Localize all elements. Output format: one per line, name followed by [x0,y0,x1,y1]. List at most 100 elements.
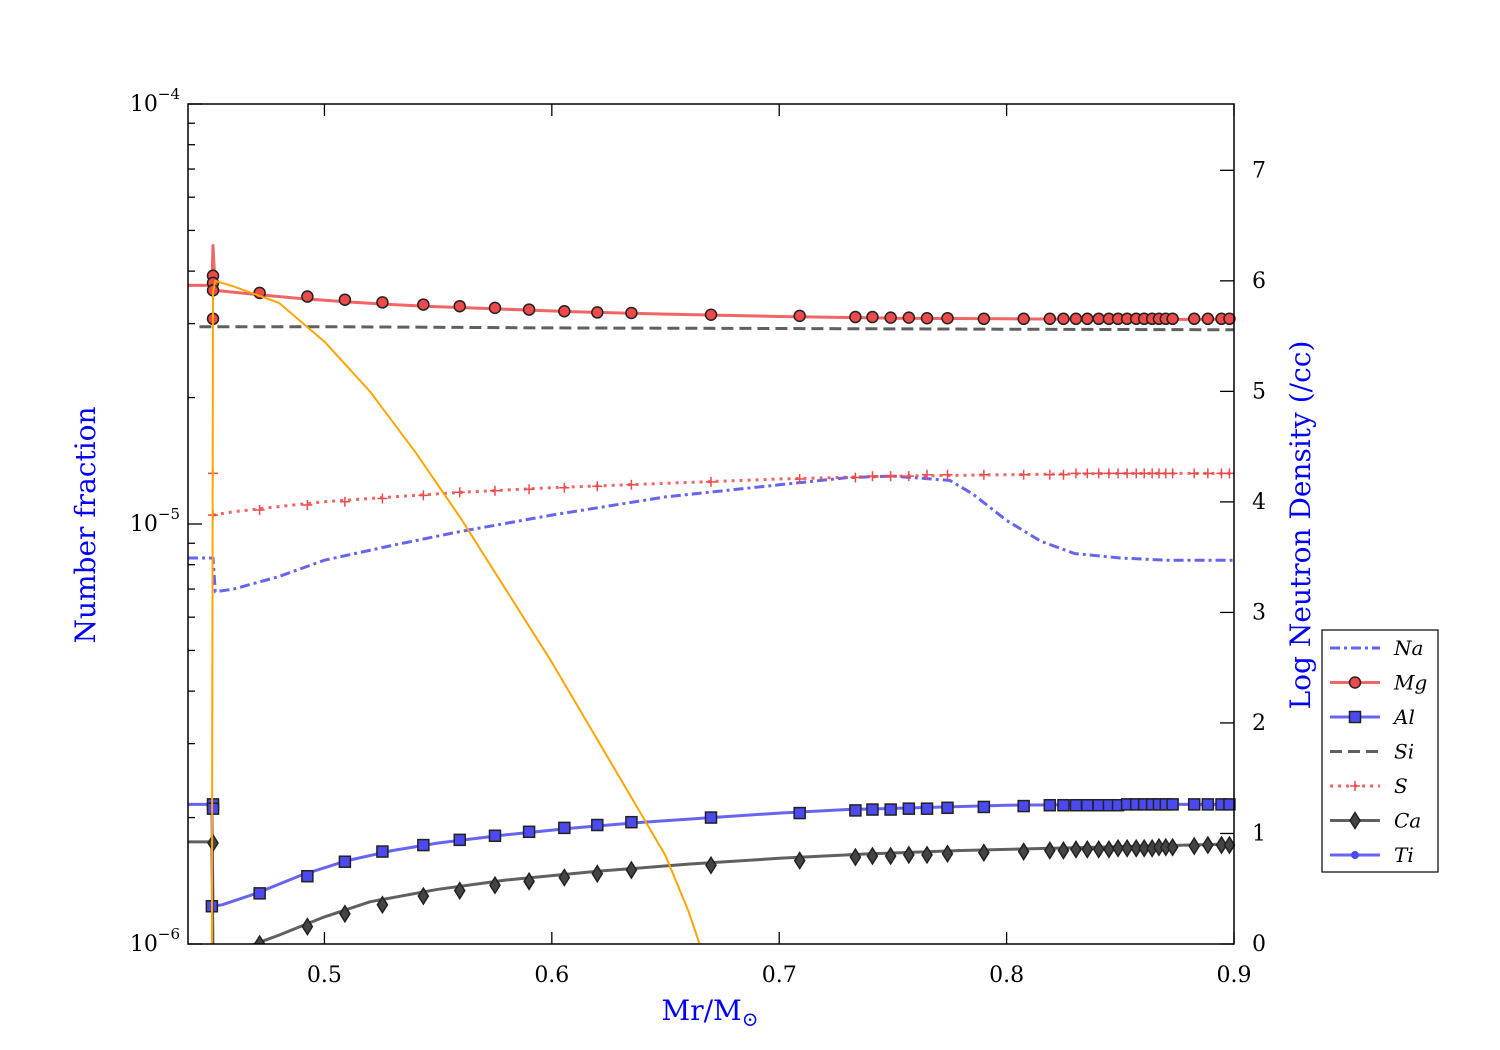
marker-mg [301,290,314,303]
marker-s [524,484,535,495]
marker-mg [1017,312,1030,326]
marker-ca [793,851,806,870]
marker-ca [1223,835,1236,855]
marker-mg [453,299,466,313]
marker-ca [1188,836,1201,856]
marker-s [377,493,388,504]
y2-tick-label: 7 [1252,158,1266,183]
marker-ca [1092,839,1105,859]
marker-mg [558,305,571,318]
marker-s [922,469,933,480]
marker-s [489,485,500,496]
marker-ca [1201,835,1214,855]
marker-al [704,811,718,824]
legend-label-na: Na [1393,636,1423,660]
marker-s [885,471,896,482]
marker-s [1189,468,1200,479]
marker-s [867,471,878,482]
y2-axis-title: Log Neutron Density (/cc) [1284,341,1317,710]
marker-ca [376,895,389,915]
marker-ca [1112,838,1124,858]
legend-item-mg: Mg [1330,671,1427,695]
marker-mg [1081,312,1094,326]
y2-tick-label: 5 [1252,379,1266,404]
marker-al [849,804,862,817]
marker-s [794,473,805,484]
marker-s [339,496,350,507]
marker-ca [625,860,638,880]
marker-ca [523,871,535,891]
legend-label-si: Si [1394,740,1414,764]
marker-ca [705,855,717,875]
series-line-ca [188,840,1235,944]
marker-mg [1057,312,1070,326]
marker-s [1167,468,1178,479]
marker-mg [1043,312,1057,326]
marker-mg [376,296,389,309]
legend-item-ti: Ti [1330,843,1414,867]
marker-al [866,803,879,816]
marker-al [793,806,806,820]
x-tick-label: 0.8 [989,963,1024,988]
marker-al [338,855,352,868]
marker-al [1092,798,1105,812]
legend-marker-ti [1351,851,1359,859]
marker-s [1093,468,1104,479]
legend-marker-al [1348,710,1362,724]
marker-ca [1057,841,1070,860]
marker-ca [558,868,571,887]
marker-mg [1187,312,1201,326]
x-tick-label: 0.7 [762,963,797,988]
marker-s [850,472,861,483]
marker-al [558,821,571,835]
x-tick-label: 0.5 [307,963,342,988]
marker-ca [489,875,501,895]
marker-s [1224,468,1235,479]
marker-mg [338,293,352,306]
marker-s [1113,468,1124,479]
marker-s [302,499,313,510]
legend-item-na: Na [1330,636,1423,660]
y2-tick-label: 1 [1252,821,1266,846]
marker-mg [866,310,879,324]
x-axis-title: Mr/M⊙ [662,994,759,1031]
marker-al [1043,798,1057,812]
marker-al [376,845,389,858]
marker-s [706,476,716,487]
marker-mg [1092,312,1105,326]
series-line-mg [188,244,1234,321]
series-line-na [188,474,1234,594]
marker-ca [1138,838,1151,858]
marker-al [1166,798,1179,811]
marker-al [1069,798,1083,812]
marker-s [1082,468,1093,479]
marker-ca [849,847,862,867]
marker-ca [339,904,351,924]
marker-mg [1223,312,1236,326]
marker-s [978,469,989,480]
marker-al [884,803,897,816]
marker-mg [941,311,954,325]
marker-ca [1103,839,1115,859]
marker-s [1122,468,1133,479]
marker-s [1044,469,1055,480]
marker-al [253,887,266,900]
marker-al [977,800,991,814]
marker-s [1018,469,1029,480]
marker-al [1223,798,1236,811]
marker-s [903,471,914,482]
marker-ca [453,881,466,901]
marker-al [417,838,430,852]
marker-s [1202,468,1213,479]
x-axis-title-subscript: ⊙ [742,1007,759,1031]
marker-ca [1121,838,1134,858]
marker-al [591,818,604,832]
marker-al [625,815,638,829]
marker-ca [253,934,266,944]
marker-mg [902,311,916,324]
marker-ca [1166,837,1179,857]
marker-al [488,829,502,843]
series-line-si [199,325,1235,332]
y2-tick-label: 2 [1252,711,1266,736]
marker-ca [301,917,314,937]
